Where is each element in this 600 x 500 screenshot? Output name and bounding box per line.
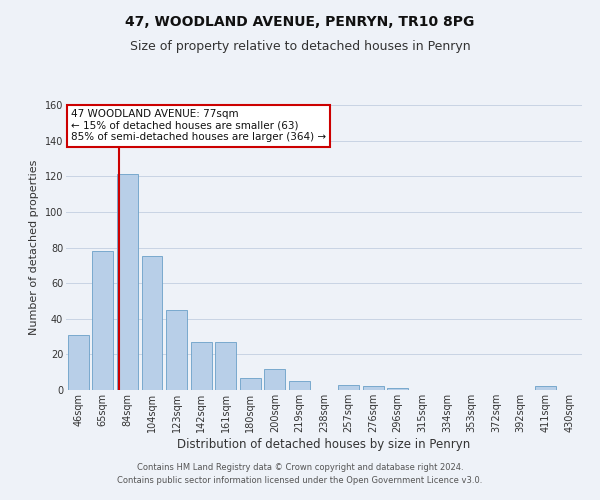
- Bar: [289, 381, 310, 390]
- Bar: [362, 386, 383, 390]
- Bar: [92, 251, 113, 390]
- Bar: [191, 342, 212, 390]
- Bar: [142, 256, 163, 390]
- Bar: [265, 368, 286, 390]
- Bar: [215, 342, 236, 390]
- Text: 47 WOODLAND AVENUE: 77sqm
← 15% of detached houses are smaller (63)
85% of semi-: 47 WOODLAND AVENUE: 77sqm ← 15% of detac…: [71, 110, 326, 142]
- Bar: [68, 335, 89, 390]
- Bar: [166, 310, 187, 390]
- Text: Size of property relative to detached houses in Penryn: Size of property relative to detached ho…: [130, 40, 470, 53]
- Text: 47, WOODLAND AVENUE, PENRYN, TR10 8PG: 47, WOODLAND AVENUE, PENRYN, TR10 8PG: [125, 15, 475, 29]
- Bar: [117, 174, 138, 390]
- Bar: [338, 384, 359, 390]
- Bar: [535, 386, 556, 390]
- X-axis label: Distribution of detached houses by size in Penryn: Distribution of detached houses by size …: [178, 438, 470, 451]
- Text: Contains HM Land Registry data © Crown copyright and database right 2024.
Contai: Contains HM Land Registry data © Crown c…: [118, 464, 482, 485]
- Bar: [387, 388, 408, 390]
- Bar: [240, 378, 261, 390]
- Y-axis label: Number of detached properties: Number of detached properties: [29, 160, 39, 335]
